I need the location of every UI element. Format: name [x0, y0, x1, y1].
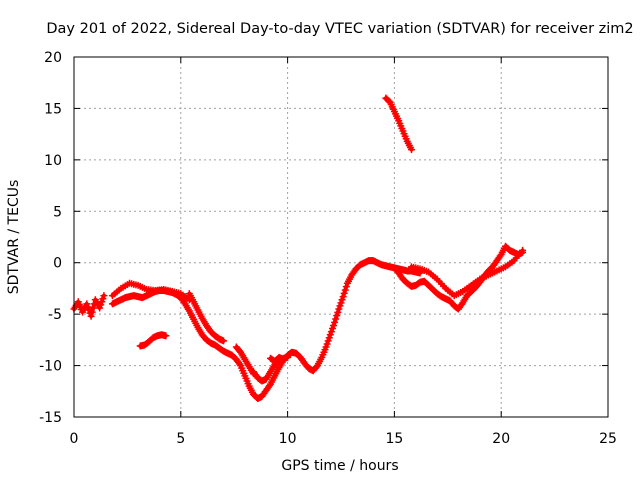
- chart-title: Day 201 of 2022, Sidereal Day-to-day VTE…: [46, 21, 633, 37]
- data-point: [340, 289, 348, 297]
- data-point: [83, 300, 91, 308]
- grid-lines: [74, 57, 608, 417]
- x-tick-label: 0: [70, 431, 79, 447]
- series-track-a: [70, 292, 108, 320]
- y-axis-label: SDTVAR / TECUs: [6, 180, 22, 295]
- data-point: [88, 308, 96, 316]
- data-point: [279, 355, 287, 363]
- data-point: [496, 252, 504, 260]
- series-track-h: [267, 353, 287, 365]
- series-track-k: [407, 246, 527, 300]
- data-point: [334, 308, 342, 316]
- data-point: [84, 303, 92, 311]
- x-tick-label: 25: [599, 431, 617, 447]
- data-point: [265, 382, 273, 390]
- data-point: [342, 283, 350, 291]
- data-point: [98, 298, 106, 306]
- data-point: [328, 325, 336, 333]
- data-series: [70, 94, 527, 402]
- data-point: [338, 296, 346, 304]
- y-tick-label: 15: [44, 101, 62, 117]
- data-point: [324, 337, 332, 345]
- x-tick-label: 10: [279, 431, 297, 447]
- plot-frame: [73, 56, 609, 418]
- data-point: [322, 343, 330, 351]
- data-point: [335, 305, 343, 313]
- data-point: [87, 312, 95, 320]
- x-axis-label: GPS time / hours: [281, 458, 398, 474]
- data-point: [327, 328, 335, 336]
- data-point: [330, 321, 338, 329]
- data-point: [331, 318, 339, 326]
- data-point: [333, 312, 341, 320]
- data-point: [519, 246, 527, 254]
- data-point: [326, 331, 334, 339]
- x-tick-label: 20: [492, 431, 510, 447]
- x-tick-label: 5: [176, 431, 185, 447]
- data-point: [325, 334, 333, 342]
- series-track-i: [382, 94, 415, 154]
- data-point: [96, 304, 104, 312]
- axis-ticks: 0 5 10 15 20 25 -15 -10 -5 0 5 10 15 20: [39, 50, 617, 447]
- data-point: [89, 304, 97, 312]
- series-track-d: [185, 290, 228, 345]
- data-point: [407, 146, 415, 154]
- y-tick-label: 10: [44, 153, 62, 169]
- series-track-f: [232, 343, 257, 378]
- data-point: [162, 332, 170, 340]
- y-tick-label: -5: [48, 307, 62, 323]
- y-tick-label: -10: [39, 359, 62, 375]
- data-point: [332, 315, 340, 323]
- x-tick-label: 15: [385, 431, 403, 447]
- data-point: [220, 337, 228, 345]
- data-point: [97, 301, 105, 309]
- y-tick-label: -15: [39, 410, 62, 426]
- data-point: [100, 292, 108, 300]
- series-track-j: [390, 242, 527, 313]
- data-point: [284, 353, 292, 361]
- data-point: [236, 360, 244, 368]
- data-point: [249, 370, 257, 378]
- data-point: [339, 293, 347, 301]
- data-point: [337, 299, 345, 307]
- series-track-g: [136, 331, 170, 350]
- y-tick-label: 20: [44, 50, 62, 66]
- y-tick-label: 5: [53, 204, 62, 220]
- data-point: [341, 286, 349, 294]
- data-point: [336, 302, 344, 310]
- data-point: [99, 295, 107, 303]
- series-track-c: [108, 279, 193, 304]
- data-point: [323, 340, 331, 348]
- y-tick-label: 0: [53, 256, 62, 272]
